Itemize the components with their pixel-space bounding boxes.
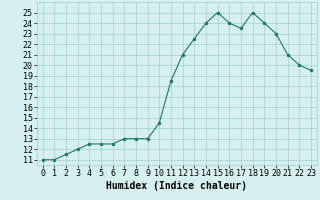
X-axis label: Humidex (Indice chaleur): Humidex (Indice chaleur): [106, 181, 247, 191]
